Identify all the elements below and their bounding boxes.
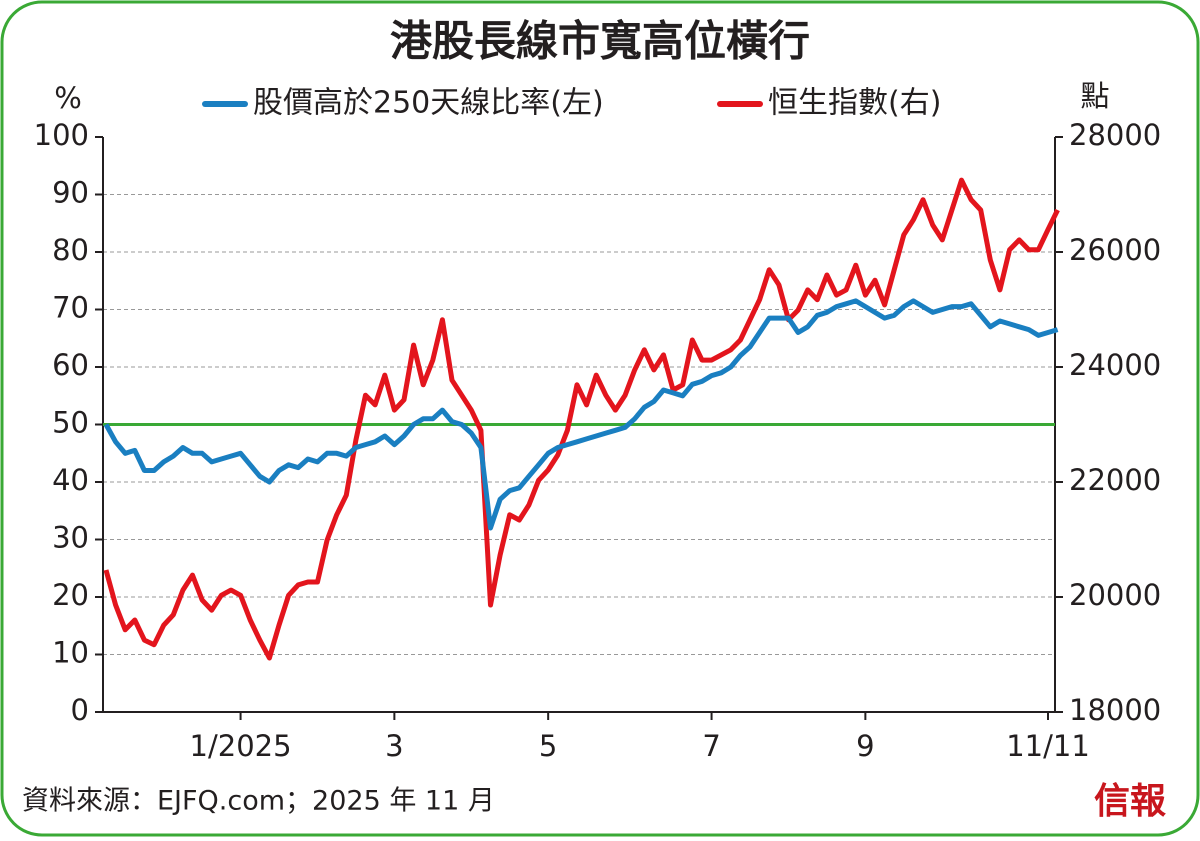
y-axis-label: % <box>54 81 82 115</box>
y-tick-label: 100 <box>34 118 89 152</box>
y-tick-label: 70 <box>52 291 89 325</box>
x-tick-label: 9 <box>856 729 874 763</box>
y-tick-label: 20 <box>52 578 89 612</box>
y-tick-label: 60 <box>52 348 89 382</box>
y2-tick-label: 24000 <box>1069 348 1161 382</box>
y2-tick-label: 26000 <box>1069 233 1161 267</box>
y2-tick-label: 28000 <box>1069 118 1161 152</box>
x-tick-label: 7 <box>702 729 720 763</box>
y-tick-label: 0 <box>71 693 89 727</box>
y-tick-label: 80 <box>52 233 89 267</box>
y-tick-label: 10 <box>52 636 89 670</box>
y2-tick-label: 20000 <box>1069 578 1161 612</box>
logo: 信報 <box>1094 780 1166 822</box>
y2-axis-label: 點 <box>1080 79 1109 113</box>
x-tick-label: 11/11 <box>1006 729 1090 763</box>
source: 資料來源：EJFQ.com；2025 年 11 月 <box>22 786 495 817</box>
legend-label: 股價高於250天線比率(左) <box>253 86 604 121</box>
x-tick-label: 5 <box>539 729 557 763</box>
y-tick-label: 30 <box>52 521 89 555</box>
y2-tick-label: 22000 <box>1069 463 1161 497</box>
y-tick-label: 90 <box>52 176 89 210</box>
y-tick-label: 40 <box>52 463 89 497</box>
series-line <box>103 298 1059 531</box>
series-line <box>103 177 1060 661</box>
y2-tick-label: 18000 <box>1069 693 1161 727</box>
x-tick-label: 3 <box>385 729 403 763</box>
y-tick-label: 50 <box>52 406 89 440</box>
x-tick-label: 1/2025 <box>190 729 292 763</box>
legend-label: 恒生指數(右) <box>768 86 941 121</box>
chart-title: 港股長線市寬高位橫行 <box>390 17 810 66</box>
